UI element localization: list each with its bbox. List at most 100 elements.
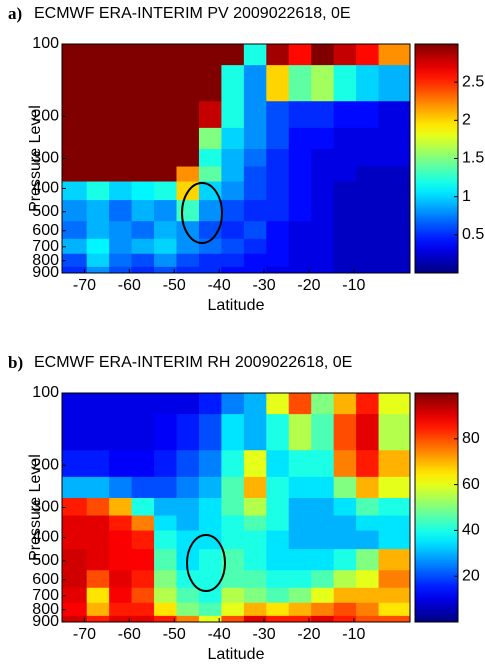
y-tick-label: 300 [32, 150, 59, 167]
y-tick-label: 400 [32, 529, 59, 546]
heatmap-cell [221, 450, 245, 478]
heatmap-cell [221, 549, 245, 571]
heatmap-cell [154, 65, 178, 102]
heatmap-cell [221, 476, 245, 499]
heatmap-cell [154, 181, 178, 201]
heatmap-cell [378, 101, 411, 129]
colorbar [414, 43, 459, 274]
heatmap-cell [333, 127, 357, 150]
heatmap-cell [198, 65, 222, 102]
heatmap-cell [131, 181, 155, 201]
heatmap-cell [109, 65, 133, 102]
heatmap-cell [176, 253, 200, 268]
x-tick-label: -50 [163, 626, 186, 643]
heatmap-cell [176, 515, 200, 532]
heatmap-cell [378, 570, 411, 589]
heatmap-cell [266, 266, 290, 274]
y-tick-label: 800 [32, 252, 59, 269]
y-tick-label: 800 [32, 601, 59, 618]
heatmap-cell [86, 253, 110, 268]
heatmap-cell [109, 266, 133, 274]
heatmap-cell [311, 65, 335, 102]
heatmap-cell [221, 65, 245, 102]
heatmap-cell [333, 515, 357, 532]
heatmap-cell [154, 615, 178, 623]
x-tick-label: -70 [73, 277, 96, 294]
heatmap-cell [198, 101, 222, 129]
heatmap-cell [288, 127, 312, 150]
heatmap-cell [243, 549, 267, 571]
heatmap-cell [109, 570, 133, 589]
heatmap-cell [176, 414, 200, 451]
heatmap-cell [198, 515, 222, 532]
heatmap-cell [198, 44, 222, 66]
heatmap-cell [378, 200, 411, 222]
heatmap-cell [154, 101, 178, 129]
y-tick-label: 500 [32, 203, 59, 220]
heatmap-cell [243, 414, 267, 451]
heatmap-cell [333, 238, 357, 255]
y-tick-label: 200 [32, 107, 59, 124]
heatmap-cell [198, 393, 222, 415]
heatmap-cell [62, 181, 88, 201]
heatmap-cell [62, 549, 88, 571]
heatmap-cell [154, 238, 178, 255]
heatmap-cell [243, 450, 267, 478]
heatmap-cell [378, 266, 411, 274]
heatmap-cell [243, 253, 267, 268]
heatmap-cell [311, 393, 335, 415]
heatmap-cell [86, 65, 110, 102]
heatmap-cell [176, 497, 200, 517]
heatmap-cell [86, 615, 110, 623]
heatmap-cell [333, 530, 357, 550]
heatmap-cell [378, 44, 411, 66]
heatmap-cell [176, 476, 200, 499]
x-axis-label: Latitude [208, 646, 265, 663]
heatmap-cell [198, 602, 222, 617]
heatmap-cell [243, 497, 267, 517]
colorbar-tick-label: 2 [462, 112, 471, 129]
heatmap-cell [154, 393, 178, 415]
heatmap-cell [243, 44, 267, 66]
heatmap-cell [266, 238, 290, 255]
heatmap-cell [266, 166, 290, 183]
heatmap-cell [131, 200, 155, 222]
heatmap-cell [62, 44, 88, 66]
heatmap-cell [86, 497, 110, 517]
heatmap-cell [131, 166, 155, 183]
heatmap-cell [62, 515, 88, 532]
heatmap-cell [243, 530, 267, 550]
heatmap-cell [243, 587, 267, 604]
y-axis-label: Pressure Level [27, 454, 44, 561]
heatmap-cell [333, 253, 357, 268]
heatmap-cell [311, 127, 335, 150]
heatmap-cell [131, 127, 155, 150]
heatmap-cell [288, 587, 312, 604]
heatmap-cell [62, 497, 88, 517]
heatmap-cell [356, 101, 380, 129]
heatmap-cell [86, 393, 110, 415]
heatmap-cell [266, 587, 290, 604]
heatmap-cell [356, 450, 380, 478]
heatmap-cell [62, 615, 88, 623]
heatmap-cell [333, 476, 357, 499]
heatmap-cell [86, 450, 110, 478]
heatmap-cell [176, 127, 200, 150]
x-tick-label: -40 [208, 277, 231, 294]
heatmap-cell [243, 221, 267, 240]
x-tick-label: -60 [118, 277, 141, 294]
heatmap-cell [86, 200, 110, 222]
heatmap-cell [154, 414, 178, 451]
heatmap-cell [356, 266, 380, 274]
heatmap [62, 393, 411, 623]
chart-title: ECMWF ERA-INTERIM RH 2009022618, 0E [34, 354, 352, 371]
heatmap-cell [221, 238, 245, 255]
heatmap-cell [62, 238, 88, 255]
heatmap-cell [333, 587, 357, 604]
heatmap-cell [86, 266, 110, 274]
heatmap-cell [288, 393, 312, 415]
heatmap-cell [243, 238, 267, 255]
heatmap-cell [333, 166, 357, 183]
heatmap-cell [221, 414, 245, 451]
heatmap-cell [131, 615, 155, 623]
